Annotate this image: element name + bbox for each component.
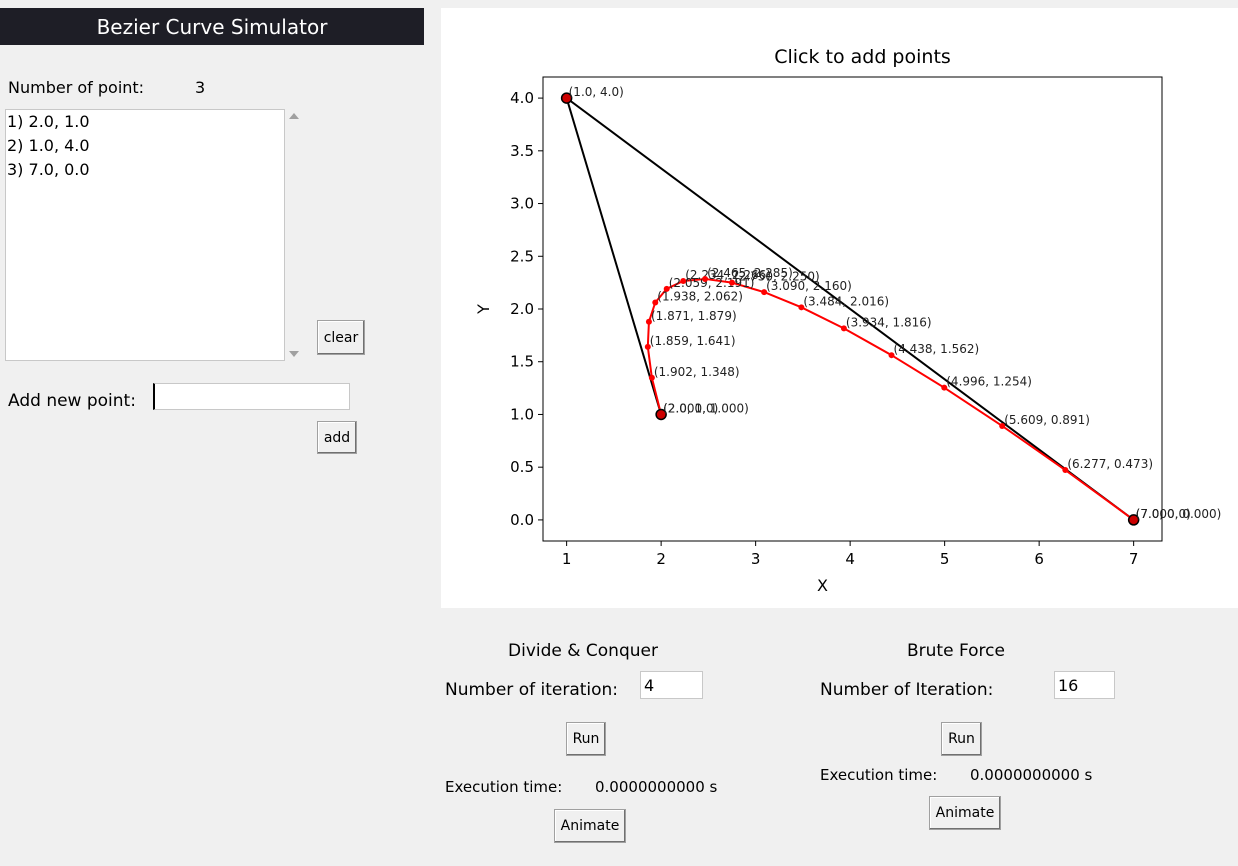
- bf-animate-button[interactable]: Animate: [929, 796, 1001, 830]
- curve-point-label: (3.484, 2.016): [803, 294, 889, 308]
- clear-button[interactable]: clear: [317, 320, 365, 355]
- curve-point-label: (3.934, 1.816): [846, 315, 932, 329]
- dc-exec-value: 0.0000000000 s: [595, 778, 718, 796]
- bf-exec-label: Execution time:: [820, 766, 938, 784]
- control-point: [655, 408, 667, 421]
- y-tick-label: 3.5: [510, 142, 534, 160]
- add-point-input[interactable]: [153, 383, 350, 410]
- y-axis-label: Y: [474, 304, 493, 315]
- bf-heading: Brute Force: [907, 641, 1005, 661]
- curve-point: [840, 325, 847, 332]
- dc-exec-label: Execution time:: [445, 778, 563, 796]
- control-point: [560, 92, 573, 104]
- dc-animate-button[interactable]: Animate: [554, 809, 626, 843]
- y-tick-label: 2.0: [510, 300, 534, 318]
- plot-canvas[interactable]: Click to add points 1 2 3 4 5 6 7 0.0 0.5 1.0 1.5 2.…: [441, 8, 1238, 608]
- curve-point-label: (1.859, 1.641): [650, 334, 736, 348]
- x-tick-label: 3: [751, 550, 761, 568]
- x-tick-label: 6: [1034, 550, 1044, 568]
- num-points-label: Number of point:: [8, 78, 145, 97]
- x-axis-label: X: [817, 576, 828, 595]
- dc-iteration-input[interactable]: [640, 671, 703, 699]
- x-tick-label: 5: [940, 550, 950, 568]
- bf-iteration-input[interactable]: [1054, 671, 1115, 699]
- curve-point: [1062, 467, 1069, 474]
- curve-point-label: (1.902, 1.348): [654, 365, 740, 379]
- y-tick-label: 2.5: [510, 247, 534, 265]
- curve-point: [999, 422, 1006, 429]
- scroll-up-icon[interactable]: [289, 113, 299, 119]
- curve-point: [644, 343, 651, 350]
- curve-point: [761, 289, 768, 296]
- curve-point: [941, 384, 948, 391]
- curve-point-label: (2.465, 2.285): [707, 266, 793, 280]
- control-point-label: (2.0, 1.0): [663, 401, 718, 415]
- scroll-down-icon[interactable]: [289, 351, 299, 357]
- curve-point: [645, 318, 652, 325]
- add-point-label: Add new point:: [8, 391, 136, 411]
- y-tick-label: 0.0: [510, 511, 534, 529]
- bf-run-button[interactable]: Run: [941, 722, 982, 756]
- x-tick-label: 4: [845, 550, 855, 568]
- curve-point: [702, 275, 709, 282]
- bf-exec-value: 0.0000000000 s: [970, 766, 1093, 784]
- y-tick-label: 1.0: [510, 405, 534, 423]
- points-listbox[interactable]: 1) 2.0, 1.0 2) 1.0, 4.0 3) 7.0, 0.0: [5, 109, 285, 361]
- x-tick-label: 2: [656, 550, 666, 568]
- curve-point: [729, 279, 736, 286]
- curve-point: [648, 374, 655, 381]
- x-tick-label: 7: [1129, 550, 1139, 568]
- y-tick-label: 3.0: [510, 195, 534, 213]
- y-tick-label: 0.5: [510, 458, 534, 476]
- list-item[interactable]: 1) 2.0, 1.0: [7, 112, 90, 131]
- y-tick-label: 1.5: [510, 353, 534, 371]
- curve-point: [798, 304, 805, 311]
- x-tick-label: 1: [562, 550, 572, 568]
- list-scrollbar[interactable]: [286, 109, 303, 361]
- y-tick-label: 4.0: [510, 89, 534, 107]
- dc-iteration-label: Number of iteration:: [445, 680, 619, 700]
- add-button[interactable]: add: [317, 421, 357, 454]
- curve-point-label: (2.059, 2.191): [669, 276, 755, 290]
- curve-point-label: (2.750, 2.250): [734, 270, 820, 284]
- curve-point-label: (4.996, 1.254): [946, 375, 1032, 389]
- dc-heading: Divide & Conquer: [508, 641, 658, 661]
- dc-run-button[interactable]: Run: [566, 722, 606, 756]
- window-title: Bezier Curve Simulator: [0, 8, 424, 45]
- bf-iteration-label: Number of Iteration:: [820, 680, 994, 700]
- curve-point: [652, 299, 659, 306]
- control-point-label: (1.0, 4.0): [569, 85, 624, 99]
- curve-point-label: (7.000, 0.000): [1136, 507, 1222, 521]
- list-item[interactable]: 3) 7.0, 0.0: [7, 160, 90, 179]
- bezier-chart[interactable]: Click to add points 1 2 3 4 5 6 7 0.0 0.5 1.0 1.5 2.…: [441, 8, 1238, 608]
- curve-point-label: (5.609, 0.891): [1004, 413, 1090, 427]
- curve-point-label: (2.000, 1.000): [663, 401, 749, 415]
- curve-point-label: (1.871, 1.879): [651, 309, 737, 323]
- curve-point-label: (3.090, 2.160): [766, 279, 852, 293]
- num-points-value: 3: [195, 78, 206, 97]
- curve-point-label: (6.277, 0.473): [1067, 457, 1153, 471]
- curve-point-label: (4.438, 1.562): [894, 342, 980, 356]
- list-item[interactable]: 2) 1.0, 4.0: [7, 136, 90, 155]
- chart-title: Click to add points: [774, 46, 951, 68]
- curve-point: [888, 352, 895, 359]
- control-point: [1127, 514, 1140, 526]
- curve-point-label: (1.938, 2.062): [657, 289, 743, 303]
- curve-point: [663, 285, 670, 292]
- curve-point: [680, 277, 687, 284]
- control-point-label: (7.0, 0.0): [1136, 507, 1191, 521]
